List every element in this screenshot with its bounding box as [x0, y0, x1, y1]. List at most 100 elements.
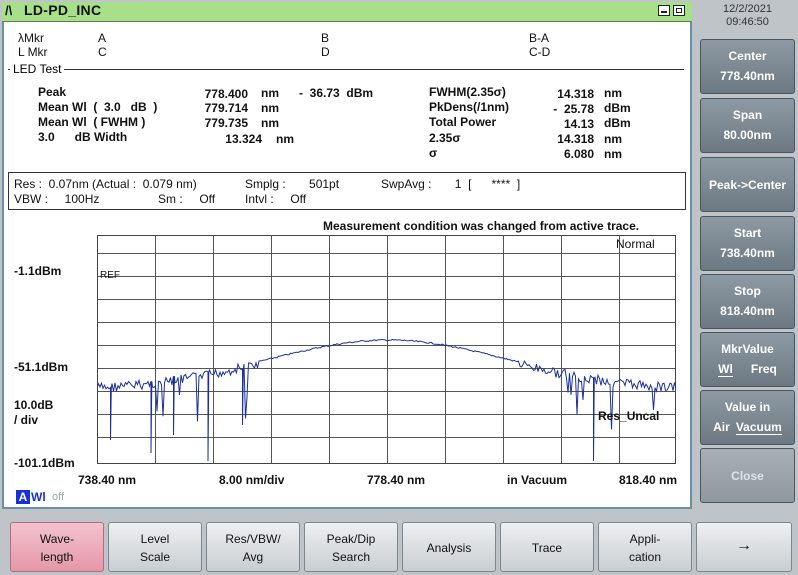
span-button[interactable]: Span 80.00nm — [700, 98, 795, 153]
fwhm-value: 14.318 — [557, 87, 594, 101]
grid-line — [98, 322, 675, 323]
grid-line — [98, 276, 675, 277]
grid-line — [445, 236, 446, 463]
stop-button[interactable]: Stop 818.40nm — [700, 274, 795, 329]
db-width-unit: nm — [276, 132, 294, 146]
tab-application[interactable]: Appli- cation — [598, 522, 692, 572]
value-in-vacuum-option[interactable]: Vacuum — [735, 420, 782, 435]
marker-value-freq-option[interactable]: Freq — [750, 362, 777, 376]
peak-level: - 36.73 dBm — [299, 86, 374, 100]
active-trace-a-icon[interactable]: A — [16, 490, 30, 504]
mean-wl-3db-unit: nm — [261, 101, 279, 115]
tab-application-line2: cation — [628, 550, 662, 564]
main-window — [2, 2, 692, 509]
smplg-setting: Smplg : 501pt — [245, 177, 340, 191]
total-power-label: Total Power — [429, 115, 497, 129]
grid-line — [619, 236, 620, 463]
span-value: 80.00nm — [723, 128, 772, 142]
mean-wl-fwhm-value: 779.735 — [204, 116, 248, 130]
peak-unit: nm — [261, 86, 279, 100]
grid-line — [98, 299, 675, 300]
x-stop-label: 818.40 nm — [619, 473, 678, 487]
pkdens-unit: dBm — [604, 101, 631, 115]
pkdens-label: PkDens(/1nm) — [429, 100, 510, 114]
peak-to-center-label: Peak->Center — [708, 178, 787, 192]
title-bar — [2, 2, 692, 22]
start-button[interactable]: Start 738.40nm — [700, 216, 795, 271]
peak-to-center-button[interactable]: Peak->Center — [700, 157, 795, 212]
date: 12/2/2021 — [723, 3, 772, 15]
tab-wavelength-line1: Wave- — [39, 532, 75, 546]
active-trace-off: off — [52, 491, 65, 503]
grid-line — [98, 414, 675, 415]
db-width-value: 13.324 — [225, 132, 262, 146]
led-test-title: LED Test — [10, 62, 65, 76]
grid-line — [98, 391, 675, 392]
tab-level-scale[interactable]: Level Scale — [108, 522, 202, 572]
ref-label: REF — [100, 270, 120, 281]
grid-line — [503, 236, 504, 463]
mean-wl-3db-label: Mean Wl ( 3.0 dB ) — [38, 100, 158, 114]
marker-c-d: C-D — [529, 45, 551, 59]
peak-value: 778.400 — [204, 87, 248, 101]
y-bottom-label: -101.1dBm — [14, 456, 75, 470]
grid-line — [98, 253, 675, 254]
tab-res-vbw-avg-line2: Avg — [242, 550, 264, 564]
maximize-icon[interactable] — [673, 5, 685, 16]
time: 09:46:50 — [726, 16, 769, 28]
grid-line — [155, 236, 156, 463]
mean-wl-fwhm-label: Mean Wl ( FWHM ) — [38, 115, 146, 129]
close-label: Close — [731, 469, 764, 483]
spectrum-plot[interactable] — [97, 235, 676, 464]
tab-trace[interactable]: Trace — [500, 522, 594, 572]
value-in-air-option[interactable]: Air — [713, 420, 730, 434]
peak-label: Peak — [38, 85, 67, 99]
swpavg-setting: SwpAvg : 1 [ **** ] — [381, 177, 521, 191]
fwhm-unit: nm — [604, 86, 622, 100]
grid-line — [98, 368, 675, 369]
sigma-label: σ — [429, 146, 438, 160]
active-trace-wl: Wl — [31, 490, 46, 504]
fwhm-label: FWHM(2.35σ) — [429, 85, 506, 99]
center-button[interactable]: Center 778.40nm — [700, 39, 795, 94]
tab-trace-label: Trace — [531, 541, 563, 555]
tab-application-line1: Appli- — [629, 532, 661, 546]
spectrum-trace — [97, 338, 676, 462]
tab-analysis[interactable]: Analysis — [402, 522, 496, 572]
start-label: Start — [733, 226, 762, 240]
marker-c: C — [98, 45, 107, 59]
grid-line — [98, 345, 675, 346]
tab-wavelength-line2: length — [40, 550, 74, 564]
value-in-options: Air Vacuum — [701, 420, 794, 435]
center-label: Center — [728, 49, 767, 63]
marker-value-button[interactable]: MkrValue Wl Freq — [700, 332, 795, 387]
marker-b-a: B-A — [529, 31, 550, 45]
window-title: LD-PD_INC — [24, 2, 102, 18]
total-power-unit: dBm — [604, 116, 631, 130]
vbw-setting: VBW : 100Hz — [14, 192, 100, 206]
x-start-label: 738.40 nm — [78, 473, 137, 487]
tab-peak-dip-search[interactable]: Peak/Dip Search — [304, 522, 398, 572]
total-power-value: 14.13 — [563, 117, 594, 131]
tab-next[interactable]: → — [696, 522, 792, 572]
two-sigma-unit: nm — [604, 132, 622, 146]
conditions-box — [8, 172, 686, 210]
tab-wavelength[interactable]: Wave- length — [10, 522, 104, 572]
marker-a: A — [98, 31, 107, 45]
grid-line — [213, 236, 214, 463]
lambda-marker-label: λMkr — [18, 31, 44, 45]
close-button[interactable]: Close — [700, 448, 795, 503]
grid-line — [329, 236, 330, 463]
marker-value-wl-option[interactable]: Wl — [718, 362, 733, 377]
tab-res-vbw-avg[interactable]: Res/VBW/ Avg — [206, 522, 300, 572]
stop-value: 818.40nm — [720, 304, 775, 318]
tab-peak-dip-search-line1: Peak/Dip — [326, 532, 376, 546]
mean-wl-3db-value: 779.714 — [204, 101, 248, 115]
minimize-icon[interactable] — [658, 5, 670, 16]
mean-wl-fwhm-unit: nm — [261, 116, 279, 130]
trace-mode-label: Normal — [616, 237, 655, 251]
x-center-label: 778.40 nm — [367, 473, 426, 487]
datetime: 12/2/2021 09:46:50 — [700, 3, 795, 29]
start-value: 738.40nm — [720, 246, 775, 260]
value-in-button[interactable]: Value in Air Vacuum — [700, 390, 795, 445]
